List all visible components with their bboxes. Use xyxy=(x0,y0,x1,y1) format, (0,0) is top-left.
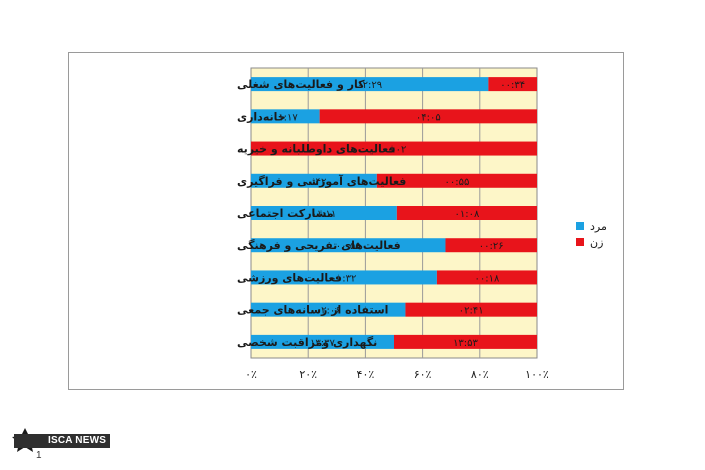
category-label: فعالیت‌های ورزشی xyxy=(237,271,342,284)
bar-segment xyxy=(251,109,320,124)
category-label: نگهداری ومراقبت شخصی xyxy=(237,336,377,349)
logo-text: ISCA NEWS xyxy=(14,434,110,448)
x-tick-label: ۲۰٪ xyxy=(299,368,317,381)
x-tick-label: ۸۰٪ xyxy=(471,368,489,381)
bar-segment xyxy=(405,302,537,317)
category-label: فعالیت‌های آموزشی و فراگیری xyxy=(237,174,406,188)
bar-segment xyxy=(251,302,406,317)
data-label: ۱۳:۵۳ xyxy=(453,338,478,349)
bar-segment xyxy=(251,77,489,92)
bar-segment xyxy=(251,270,437,285)
data-label: ۰۲:۲۹ xyxy=(357,80,382,91)
data-label: ۱۳:۳۷ xyxy=(310,338,335,349)
bar-segment xyxy=(488,77,537,92)
data-label: ۰۴:۰۵ xyxy=(416,112,441,123)
data-label: ۰۰:۱۸ xyxy=(475,273,500,284)
data-label: ۰۱:۱۱ xyxy=(312,209,337,220)
legend-label: مرد xyxy=(590,220,607,233)
data-label: ۰۱:۰۸ xyxy=(455,209,480,220)
x-tick-label: ۱۰۰٪ xyxy=(525,368,549,381)
bar-segment xyxy=(396,206,537,220)
legend-swatch xyxy=(576,222,584,230)
category-label: کار و فعالیت‌های شغلی xyxy=(237,78,365,91)
x-tick-label: ۴۰٪ xyxy=(357,368,375,381)
bar-segment xyxy=(251,334,394,349)
bar-segment xyxy=(251,206,397,220)
bar-segment xyxy=(394,334,537,349)
category-label: استفاده از رسانه‌های جمعی xyxy=(237,304,388,317)
bar-segment xyxy=(445,238,537,253)
data-label: ۰۰:۵۵ xyxy=(336,241,361,252)
bar-segment xyxy=(376,173,537,188)
data-label: ۰۰:۲۶ xyxy=(479,241,504,252)
x-tick-label: ۰٪ xyxy=(245,368,257,381)
data-label: ۰۱:۱۷ xyxy=(273,112,298,123)
data-label: ۰۲:۴۱ xyxy=(459,306,484,317)
x-tick-label: ۶۰٪ xyxy=(414,368,432,381)
category-label: فعالیت‌های تفریحی و فرهنگی xyxy=(237,239,401,252)
data-label: ۰۰:۴۲ xyxy=(301,177,326,188)
bar-segment xyxy=(251,173,377,188)
bar-segment xyxy=(251,141,537,156)
category-label: مشارکت اجتماعی xyxy=(237,207,334,220)
bar-segment xyxy=(251,238,446,253)
category-label: فعالیت‌های داوطلبانه و خیریه xyxy=(237,143,396,156)
isca-news-logo: ISCA NEWS 1 xyxy=(4,426,114,464)
data-label: ۰۲:۰۶ xyxy=(316,306,341,317)
data-label: ۰۰:۳۲ xyxy=(332,273,357,284)
data-label: ۰۰:۵۵ xyxy=(444,177,469,188)
bar-segment xyxy=(436,270,537,285)
legend-label: زن xyxy=(590,236,603,249)
data-label: ۰۰:۰۲ xyxy=(382,145,407,156)
category-label: خانه‌داری xyxy=(237,110,286,123)
legend-swatch xyxy=(576,238,584,246)
data-label: ۰۰:۳۴ xyxy=(500,80,525,91)
page-number: 1 xyxy=(36,450,42,461)
bar-segment xyxy=(319,109,537,124)
